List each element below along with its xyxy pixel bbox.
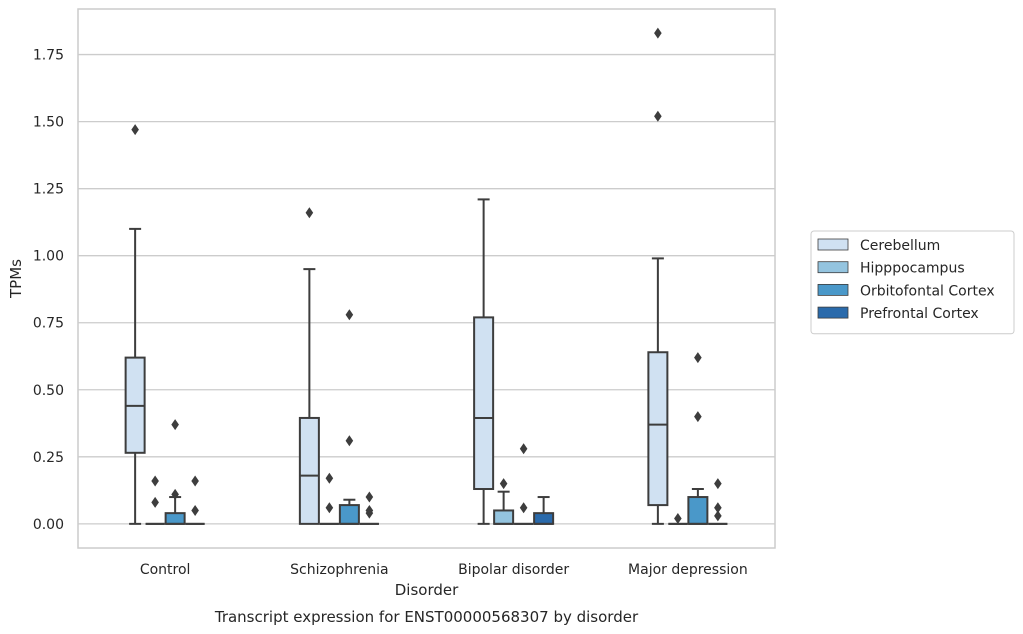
box-series-layer [124, 27, 728, 525]
box-group [533, 496, 555, 525]
y-tick-label: 0.25 [33, 450, 64, 466]
outlier-point [345, 309, 354, 321]
x-axis-ticks: Control Schizophrenia Bipolar disorder Majo… [140, 562, 748, 578]
outlier-point [714, 510, 722, 522]
series-prefrontal-cortex [185, 475, 728, 525]
outlier-point [325, 472, 334, 484]
box-group [708, 478, 728, 525]
y-tick-label: 1.25 [33, 182, 64, 198]
outlier-point [151, 475, 159, 487]
box-group [338, 309, 360, 525]
box-group [473, 198, 495, 525]
box [473, 316, 495, 491]
y-tick-label: 1.50 [33, 115, 64, 131]
legend-swatch [817, 261, 849, 274]
box [647, 351, 669, 507]
box-group [164, 419, 186, 525]
outlier-point [674, 513, 682, 525]
outlier-point [519, 443, 528, 455]
outlier-point [714, 478, 722, 490]
x-tick-label: Schizophrenia [290, 562, 388, 578]
box-group [319, 472, 339, 525]
box [164, 512, 186, 525]
box-group [145, 475, 165, 525]
legend-label: Cerebellum [860, 238, 940, 254]
outlier-point [171, 419, 179, 431]
x-tick-label: Major depression [628, 562, 748, 578]
y-tick-label: 1.75 [33, 48, 64, 64]
outlier-point [191, 504, 199, 516]
outlier-point [151, 496, 159, 508]
legend: Cerebellum Hipppocampus Orbitofontal Corte… [810, 230, 1015, 335]
box [493, 509, 515, 525]
outlier-point [714, 502, 722, 514]
box-group [298, 207, 320, 525]
box-group [687, 352, 709, 525]
box-group [185, 475, 205, 525]
x-tick-label: Control [140, 562, 191, 578]
y-axis-label: TPMs [7, 259, 25, 299]
series-orbitofontal-cortex [164, 309, 709, 525]
outlier-point [305, 207, 314, 219]
box [687, 496, 709, 525]
outlier-point [131, 124, 139, 136]
box-group [124, 124, 146, 525]
box-group [514, 443, 534, 525]
box-group [359, 491, 379, 525]
outlier-point [499, 478, 508, 490]
legend-swatch [817, 306, 849, 319]
y-tick-label: 0.75 [33, 316, 64, 332]
legend-swatch [817, 283, 849, 296]
x-axis-label: Disorder [395, 581, 459, 599]
box [298, 416, 320, 525]
box-group [668, 513, 688, 525]
chart-caption: Transcript expression for ENST0000056830… [214, 608, 639, 626]
box [533, 512, 555, 525]
series-cerebellum [124, 27, 669, 525]
outlier-point [694, 352, 702, 364]
outlier-point [694, 411, 702, 423]
y-axis-ticks: 0.00 0.25 0.50 0.75 1.00 1.25 1.50 1.75 [33, 48, 64, 533]
plot-frame [77, 8, 776, 549]
legend-swatch [817, 238, 849, 251]
series-hipppocampus [145, 472, 688, 525]
outlier-point [654, 110, 662, 122]
outlier-point [519, 502, 528, 514]
y-tick-label: 0.50 [33, 383, 64, 399]
box-group [647, 27, 669, 525]
outlier-point [345, 435, 354, 447]
legend-frame [810, 230, 1015, 335]
outlier-point [325, 502, 334, 514]
y-tick-label: 1.00 [33, 249, 64, 265]
legend-label: Prefrontal Cortex [860, 306, 979, 322]
outlier-point [654, 27, 662, 39]
outlier-point [365, 504, 374, 516]
x-tick-label: Bipolar disorder [458, 562, 569, 578]
outlier-point [191, 475, 199, 487]
outlier-point [171, 488, 179, 500]
legend-label: Hipppocampus [860, 261, 965, 277]
outlier-point [365, 491, 374, 503]
legend-label: Orbitofontal Cortex [860, 283, 995, 299]
y-tick-label: 0.00 [33, 517, 64, 533]
box-group [493, 478, 515, 525]
box [338, 504, 360, 525]
